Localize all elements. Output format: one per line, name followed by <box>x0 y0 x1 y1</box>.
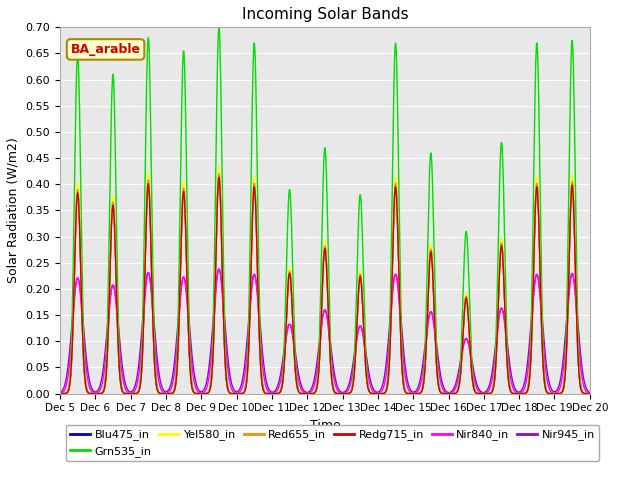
Nir945_in <box>282 332 290 338</box>
Line: Nir945_in: Nir945_in <box>60 269 590 393</box>
Nir945_in <box>215 266 223 272</box>
Grn535_in <box>116 370 124 376</box>
Redg715_in <box>586 391 594 396</box>
Line: Red655_in: Red655_in <box>60 174 590 394</box>
Nir840_in <box>259 369 267 374</box>
Nir840_in <box>56 391 64 396</box>
Grn535_in <box>148 201 156 206</box>
Nir840_in <box>215 266 223 272</box>
Nir840_in <box>282 335 290 341</box>
Grn535_in <box>586 391 594 396</box>
Yel580_in <box>215 164 223 169</box>
Nir840_in <box>576 352 584 358</box>
Yel580_in <box>576 376 584 382</box>
Nir945_in <box>56 390 64 396</box>
Red655_in <box>56 391 64 396</box>
Yel580_in <box>282 316 290 322</box>
Redg715_in <box>215 175 223 180</box>
Red655_in <box>116 378 124 384</box>
Blu475_in <box>116 378 124 384</box>
Blu475_in <box>586 391 594 396</box>
Legend: Blu475_in, Grn535_in, Yel580_in, Red655_in, Redg715_in, Nir840_in, Nir945_in: Blu475_in, Grn535_in, Yel580_in, Red655_… <box>65 425 599 461</box>
Grn535_in <box>518 391 526 396</box>
Blu475_in <box>215 171 223 177</box>
Grn535_in <box>259 385 267 391</box>
Blu475_in <box>56 391 64 396</box>
Grn535_in <box>576 368 584 373</box>
Blu475_in <box>259 387 267 393</box>
Red655_in <box>148 277 156 283</box>
Redg715_in <box>576 377 584 383</box>
Redg715_in <box>518 391 526 396</box>
Redg715_in <box>56 391 64 396</box>
Nir840_in <box>518 389 526 395</box>
Nir945_in <box>148 291 156 297</box>
Y-axis label: Solar Radiation (W/m2): Solar Radiation (W/m2) <box>7 138 20 283</box>
Yel580_in <box>116 378 124 384</box>
Line: Blu475_in: Blu475_in <box>60 174 590 394</box>
Redg715_in <box>148 279 156 285</box>
Title: Incoming Solar Bands: Incoming Solar Bands <box>241 7 408 22</box>
Nir945_in <box>576 340 584 346</box>
Yel580_in <box>586 391 594 396</box>
Line: Yel580_in: Yel580_in <box>60 167 590 394</box>
Line: Redg715_in: Redg715_in <box>60 178 590 394</box>
Line: Grn535_in: Grn535_in <box>60 27 590 394</box>
Blu475_in <box>576 377 584 383</box>
Blu475_in <box>518 391 526 396</box>
Red655_in <box>518 391 526 396</box>
Redg715_in <box>282 320 290 326</box>
Redg715_in <box>116 379 124 384</box>
Blu475_in <box>148 277 156 283</box>
Red655_in <box>576 377 584 383</box>
Red655_in <box>586 391 594 396</box>
Yel580_in <box>148 273 156 279</box>
Blu475_in <box>282 319 290 324</box>
Grn535_in <box>282 271 290 276</box>
Yel580_in <box>259 387 267 393</box>
Nir945_in <box>116 345 124 351</box>
Text: BA_arable: BA_arable <box>70 43 141 56</box>
Nir840_in <box>148 298 156 303</box>
Redg715_in <box>259 387 267 393</box>
Grn535_in <box>215 24 223 30</box>
Line: Nir840_in: Nir840_in <box>60 269 590 394</box>
Nir840_in <box>586 391 594 396</box>
Yel580_in <box>518 391 526 396</box>
Red655_in <box>282 319 290 324</box>
Grn535_in <box>56 391 64 396</box>
Nir840_in <box>116 356 124 361</box>
Red655_in <box>215 171 223 177</box>
Red655_in <box>259 387 267 393</box>
Nir945_in <box>518 386 526 392</box>
Nir945_in <box>586 390 594 396</box>
Nir945_in <box>259 358 267 364</box>
X-axis label: Time: Time <box>310 419 340 432</box>
Yel580_in <box>56 391 64 396</box>
